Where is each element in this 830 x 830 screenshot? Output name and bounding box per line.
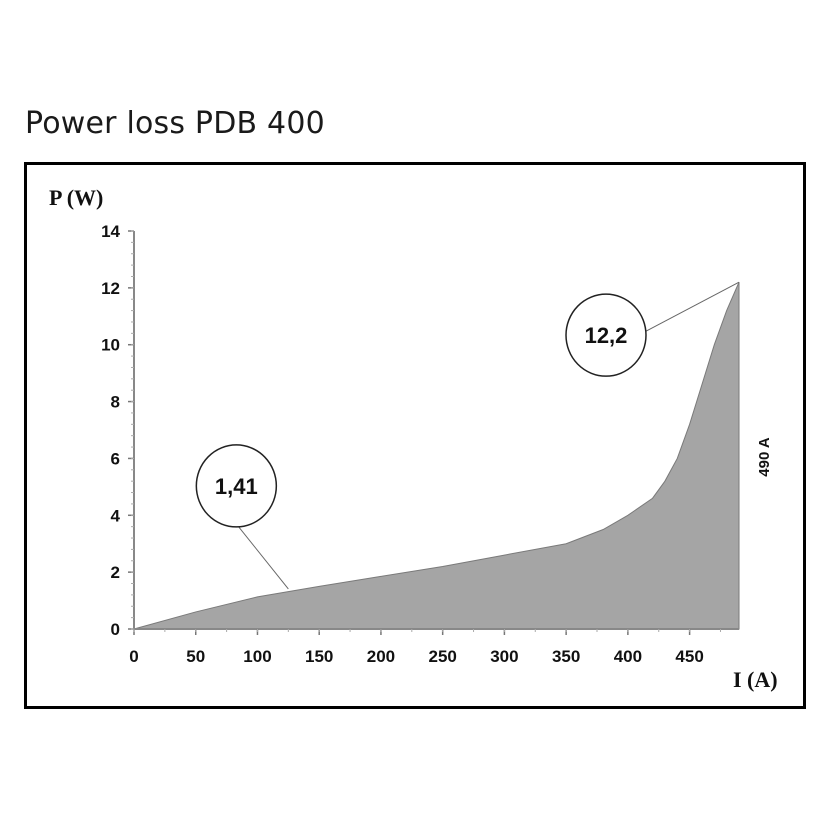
- callout-leader-line: [645, 281, 740, 332]
- x-tick-label: 50: [186, 647, 205, 666]
- callout-leader-line: [235, 523, 289, 590]
- x-tick-label: 200: [367, 647, 395, 666]
- callout-bubble: [195, 444, 278, 528]
- y-tick-label: 0: [111, 620, 120, 639]
- y-tick-label: 8: [111, 393, 120, 412]
- y-tick-label: 2: [111, 563, 120, 582]
- x-tick-label: 350: [552, 647, 580, 666]
- page-title: Power loss PDB 400: [25, 106, 325, 141]
- ticks-layer: 0 2 4 6 8 10 12 14 0 50 100 150 200 250 300 350 400 450: [101, 222, 721, 666]
- y-tick-label: 10: [101, 336, 120, 355]
- power-loss-chart: 0 2 4 6 8 10 12 14 0 50 100 150 200 250 300 350 400 450 1…: [49, 185, 778, 692]
- callout-bubble: [565, 293, 647, 377]
- y-tick-label: 14: [101, 222, 120, 241]
- x-tick-label: 0: [129, 647, 138, 666]
- x-axis-label: I (A): [733, 667, 778, 692]
- callout-label: 1,41: [215, 474, 258, 499]
- x-tick-label: 300: [490, 647, 518, 666]
- x-tick-label: 400: [614, 647, 642, 666]
- power-loss-area: [133, 281, 740, 630]
- side-note-490a: 490 A: [756, 437, 773, 477]
- area-layer: [133, 281, 740, 630]
- x-tick-label: 250: [428, 647, 456, 666]
- y-tick-label: 6: [111, 449, 120, 468]
- y-axis-label: P (W): [49, 185, 103, 210]
- axes-layer: [133, 231, 739, 630]
- annotation-layer: 1,41 12,2: [195, 281, 740, 590]
- y-tick-label: 12: [101, 279, 120, 298]
- y-tick-label: 4: [111, 506, 121, 525]
- callout-label: 12,2: [585, 323, 628, 348]
- x-tick-label: 450: [675, 647, 703, 666]
- chart-frame: 0 2 4 6 8 10 12 14 0 50 100 150 200 250 300 350 400 450 1…: [24, 162, 806, 709]
- x-tick-label: 100: [243, 647, 271, 666]
- x-tick-label: 150: [305, 647, 333, 666]
